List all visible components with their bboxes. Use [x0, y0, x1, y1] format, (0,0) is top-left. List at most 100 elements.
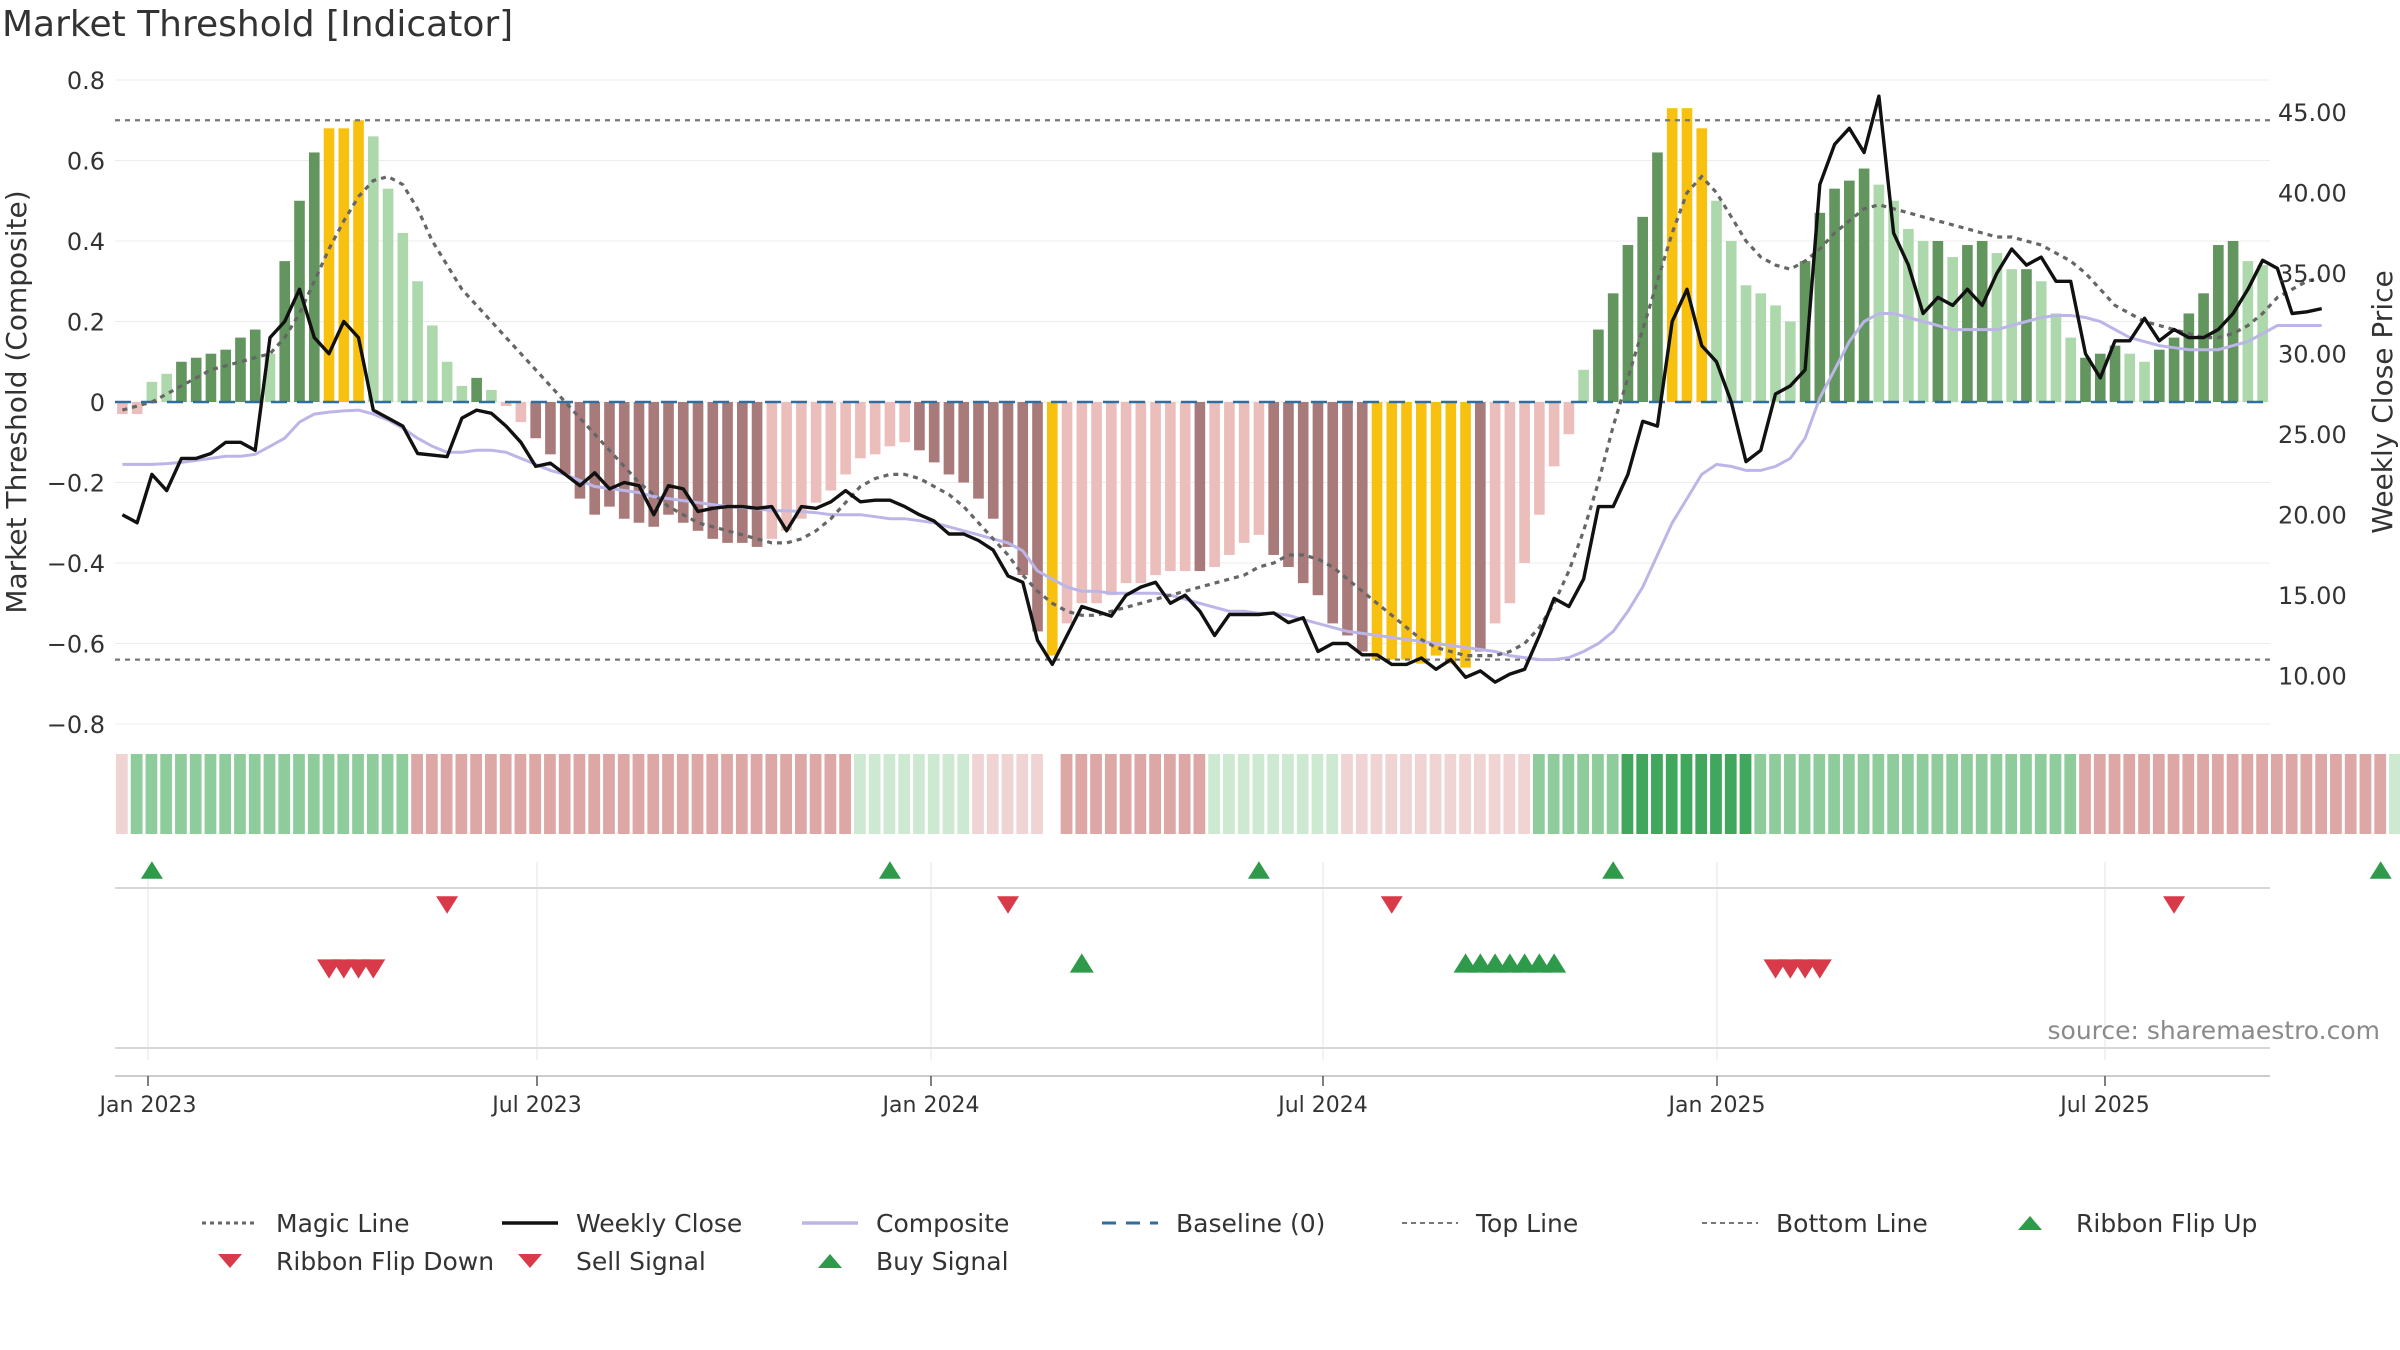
ribbon-cell [2389, 754, 2400, 834]
composite-bar [825, 402, 837, 491]
ribbon-cell [957, 754, 970, 834]
ribbon-cell [691, 754, 704, 834]
ribbon-flip-down-marker [1380, 896, 1403, 914]
ribbon-cell [322, 754, 335, 834]
ribbon-cell [204, 754, 217, 834]
composite-bar [2035, 281, 2047, 402]
ribbon-cell [1193, 754, 1206, 834]
composite-bar [2227, 241, 2239, 402]
composite-bar [1711, 200, 1722, 402]
legend-item: Magic Line [200, 1209, 500, 1238]
ribbon-cell [603, 754, 615, 834]
legend-item: Sell Signal [500, 1247, 800, 1276]
ribbon-cell [1370, 754, 1383, 834]
composite-bar [899, 402, 910, 443]
ribbon-strip [116, 754, 2400, 834]
composite-bar [323, 128, 335, 403]
ribbon-cell [647, 754, 660, 834]
ribbon-cell [1931, 754, 1944, 834]
ribbon-flip-up-marker [140, 861, 163, 879]
ribbon-cell [1961, 754, 1973, 834]
ribbon-cell [1473, 754, 1486, 834]
ribbon-cell [189, 754, 202, 834]
weekly-close-line [121, 94, 2323, 684]
legend-label: Baseline (0) [1176, 1208, 1326, 1238]
ribbon-cell [2167, 754, 2180, 834]
composite-bar [1165, 402, 1176, 572]
ribbon-cell [263, 754, 276, 834]
y-tick-label: −0.8 [47, 711, 105, 739]
y-tick-label: 0.6 [67, 148, 105, 176]
ribbon-cell [366, 754, 379, 834]
ribbon-cell [780, 754, 792, 834]
composite-bar [810, 402, 822, 503]
composite-bar [1962, 245, 1973, 402]
ribbon-cell [293, 754, 305, 834]
ribbon-cell [2020, 754, 2032, 834]
ribbon-cell [942, 754, 955, 834]
x-tick-label: Jan 2024 [881, 1093, 980, 1118]
composite-bar [1932, 241, 1944, 402]
ribbon-cell [1990, 754, 2003, 834]
composite-bar [663, 402, 674, 515]
ribbon-cell [145, 754, 158, 834]
composite-bar [2183, 313, 2195, 402]
ribbon-cell [2152, 754, 2165, 834]
legend-swatch [1102, 1221, 1158, 1225]
y-tick-label: 0.4 [67, 228, 105, 256]
composite-bar [1475, 402, 1486, 652]
ribbon-cell [1975, 754, 1988, 834]
composite-bar [707, 402, 719, 539]
ribbon-cell [1532, 754, 1545, 834]
composite-bar [2124, 353, 2136, 402]
ribbon-cell [116, 754, 128, 834]
ribbon-cell [854, 754, 866, 834]
composite-bar [1607, 293, 1619, 402]
ribbon-cell [1857, 754, 1870, 834]
composite-bar [1046, 402, 1058, 656]
composite-bar [1991, 253, 2003, 402]
composite-bar [840, 402, 851, 475]
composite-bars [117, 108, 2268, 668]
composite-bar [1489, 402, 1501, 624]
ribbon-cell [2315, 754, 2328, 834]
legend-swatch [1702, 1222, 1758, 1224]
ribbon-cell [1651, 754, 1663, 834]
ribbon-cell [794, 754, 807, 834]
composite-bar [161, 373, 172, 402]
ribbon-flip-up-marker [2369, 861, 2392, 879]
composite-bar [2050, 313, 2062, 402]
ribbon-cell [278, 754, 291, 834]
composite-bar [914, 402, 925, 451]
composite-line [122, 312, 2322, 662]
composite-bar [1460, 402, 1471, 668]
composite-bar [559, 402, 571, 475]
grid-layer [115, 79, 2270, 725]
ribbon-cell [544, 754, 556, 834]
composite-bar [1386, 402, 1398, 660]
composite-bar [1430, 402, 1442, 656]
ribbon-cell [1090, 754, 1102, 834]
legend-label: Composite [876, 1208, 1010, 1238]
composite-bar [1681, 108, 1693, 403]
ribbon-cell [1621, 754, 1634, 834]
composite-bar [367, 136, 379, 402]
composite-bar [2065, 337, 2077, 402]
composite-bar [1209, 402, 1220, 568]
legend-swatch [1402, 1222, 1458, 1224]
x-tick-label: Jul 2023 [490, 1093, 582, 1118]
ribbon-cell [219, 754, 232, 834]
legend-label: Weekly Close [576, 1208, 743, 1238]
legend-item: Baseline (0) [1100, 1209, 1400, 1238]
composite-bar [1563, 402, 1575, 435]
x-tick-label: Jan 2025 [1667, 1093, 1766, 1118]
composite-bar [1356, 402, 1368, 652]
composite-bar [264, 353, 276, 402]
composite-bar [633, 402, 645, 523]
legend-swatch [218, 1254, 242, 1268]
ribbon-cell [1178, 754, 1191, 834]
composite-bar [648, 402, 660, 527]
composite-bar [1268, 402, 1279, 555]
x-tick-label: Jan 2023 [98, 1093, 197, 1118]
ribbon-cell [617, 754, 630, 834]
